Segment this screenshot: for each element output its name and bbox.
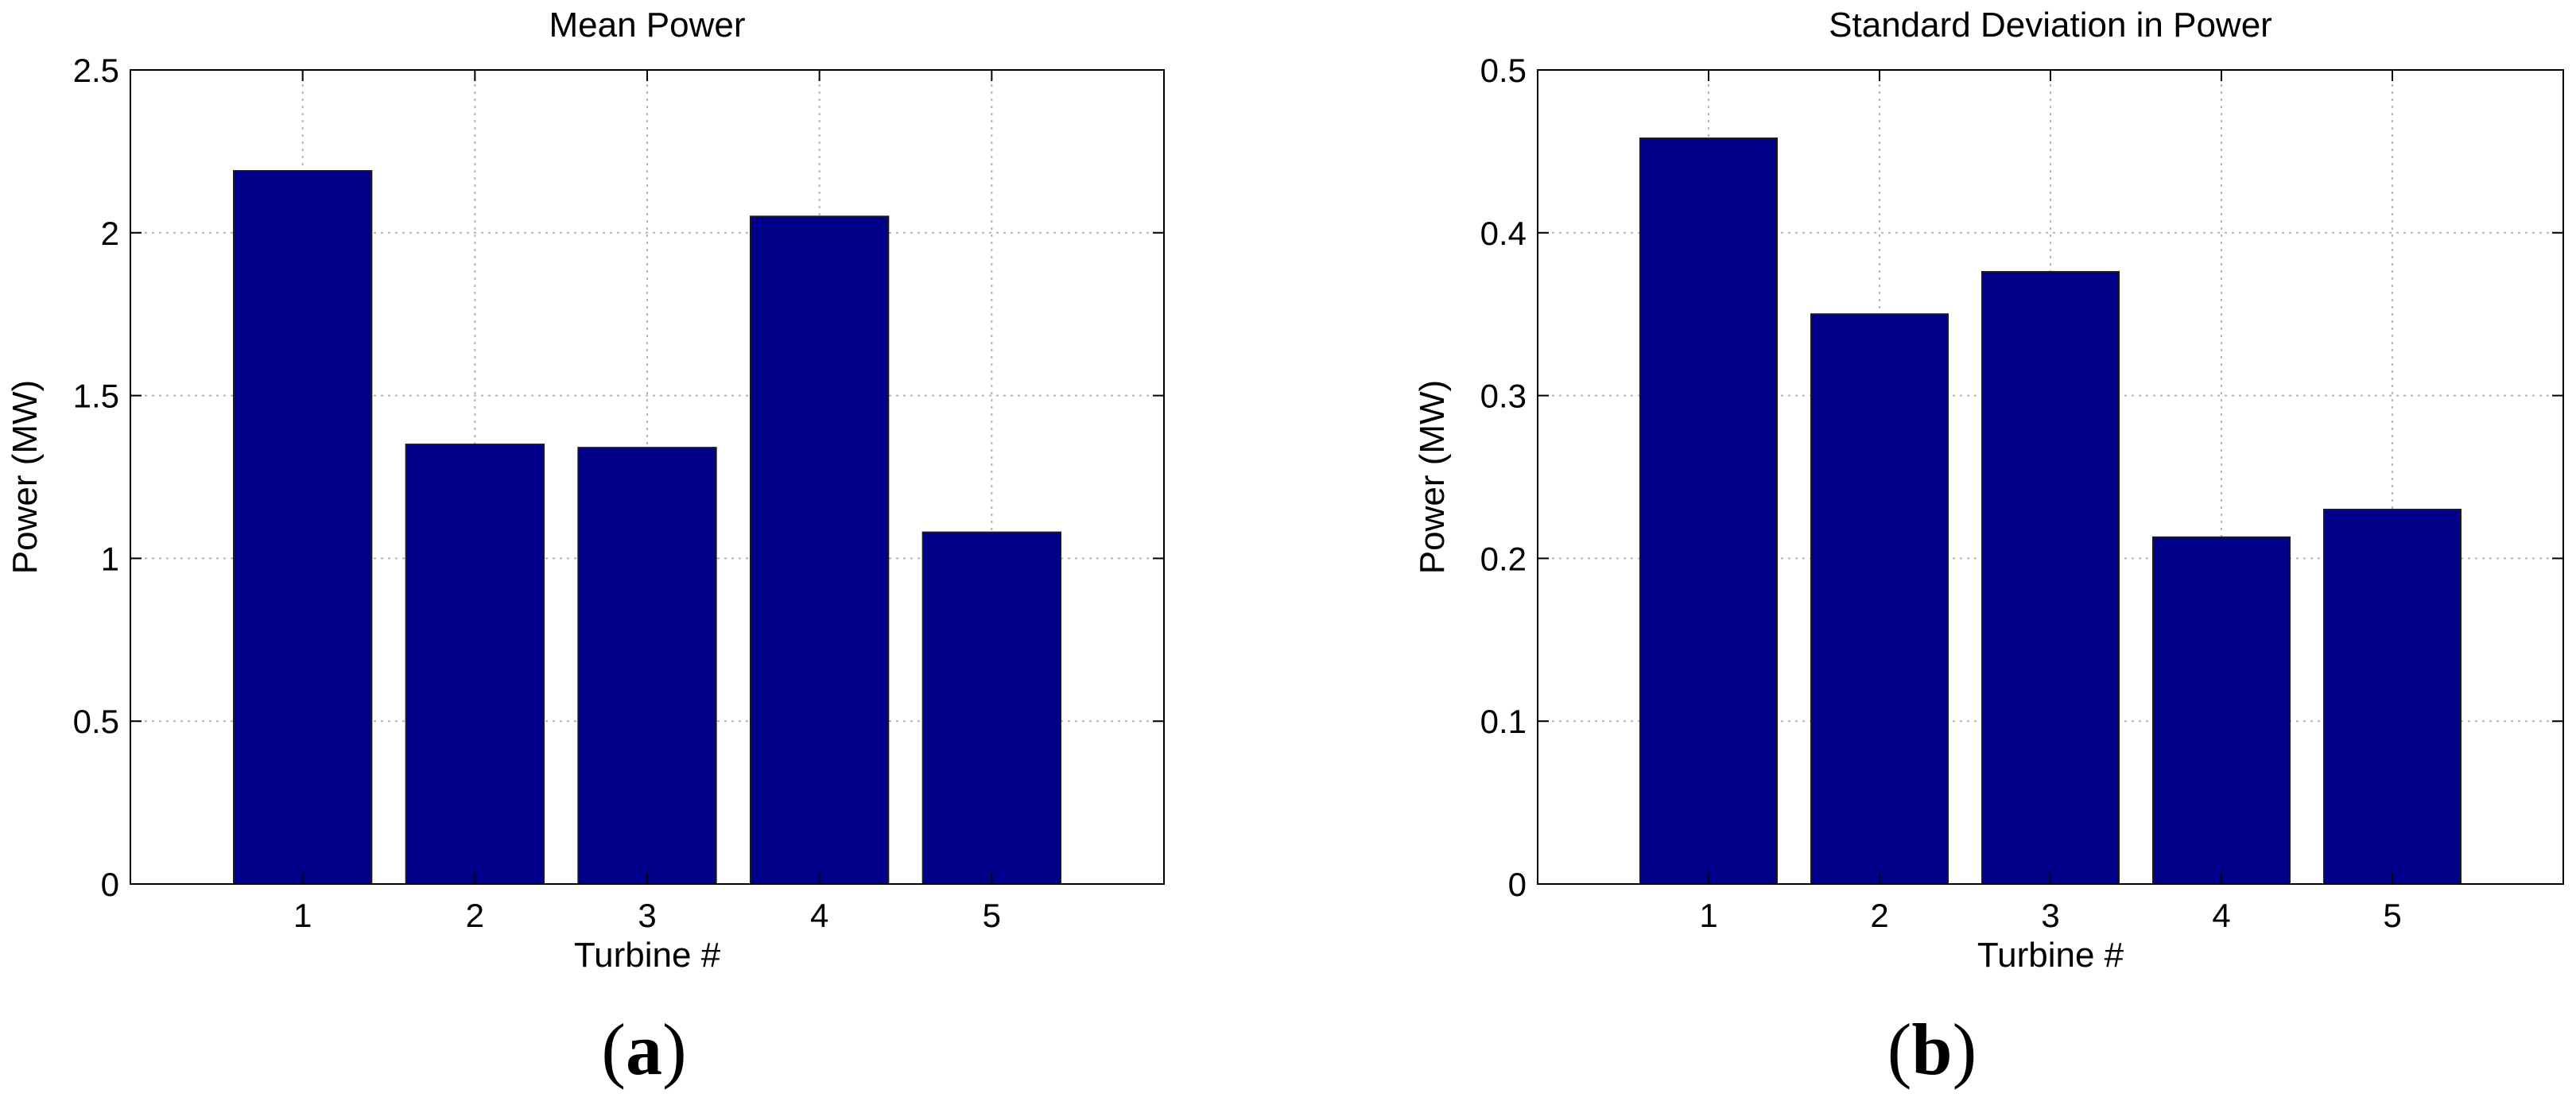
bar-turbine-4 <box>750 215 890 885</box>
x-tick-label: 3 <box>2041 897 2059 934</box>
bar-turbine-5 <box>2323 508 2462 886</box>
y-tick-label: 0 <box>101 866 119 903</box>
x-axis-label: Turbine # <box>574 936 721 975</box>
y-tick-label: 0 <box>1508 866 1527 903</box>
y-tick-label: 0.2 <box>1480 540 1527 577</box>
bar-turbine-2 <box>1810 313 1949 885</box>
panel-label-b: (b) <box>1887 1009 1977 1090</box>
y-axis-label: Power (MW) <box>1413 380 1452 574</box>
x-tick-label: 3 <box>638 897 656 934</box>
x-tick-label: 2 <box>1870 897 1888 934</box>
mean-power-chart: 0 0.5 1 1.5 2 2.5 1 2 3 4 5 Mean Power Turbine # Powe… <box>6 6 1165 975</box>
y-tick-label: 0.5 <box>1480 52 1527 89</box>
x-tick-label: 1 <box>293 897 312 934</box>
x-tick-label: 5 <box>983 897 1001 934</box>
y-axis-label: Power (MW) <box>6 380 45 574</box>
bar-turbine-1 <box>233 169 373 885</box>
x-tick-label: 1 <box>1699 897 1717 934</box>
y-tick-label: 0.5 <box>73 703 119 740</box>
bar-turbine-1 <box>1639 138 1778 886</box>
x-tick-label: 4 <box>810 897 828 934</box>
x-tick-label: 2 <box>466 897 484 934</box>
y-tick-label: 2 <box>101 215 119 252</box>
chart-title: Mean Power <box>549 6 745 45</box>
y-tick-label: 0.3 <box>1480 378 1527 415</box>
y-tick-label: 1.5 <box>73 378 119 415</box>
x-tick-label: 5 <box>2383 897 2401 934</box>
panel-label-a: (a) <box>601 1009 687 1090</box>
bar-turbine-4 <box>2152 536 2291 885</box>
x-tick-label: 4 <box>2212 897 2230 934</box>
bar-turbine-2 <box>405 444 545 885</box>
panel-a: 0 0.5 1 1.5 2 2.5 1 2 3 4 5 Mean Power Turbine # Powe… <box>6 6 1165 1090</box>
bar-turbine-3 <box>1981 270 2120 885</box>
x-axis-label: Turbine # <box>1977 936 2124 975</box>
chart-title: Standard Deviation in Power <box>1829 6 2272 45</box>
panel-b: 0 0.1 0.2 0.3 0.4 0.5 1 2 3 4 5 Standard Deviation … <box>1288 0 2576 1105</box>
y-tick-label: 0.1 <box>1480 703 1527 740</box>
y-tick-label: 1 <box>101 540 119 577</box>
bar-turbine-3 <box>577 447 717 885</box>
bar-turbine-5 <box>921 531 1061 886</box>
std-dev-power-chart: 0 0.1 0.2 0.3 0.4 0.5 1 2 3 4 5 Standard Deviation … <box>1413 6 2564 975</box>
y-tick-label: 0.4 <box>1480 215 1527 252</box>
y-tick-label: 2.5 <box>73 52 119 89</box>
